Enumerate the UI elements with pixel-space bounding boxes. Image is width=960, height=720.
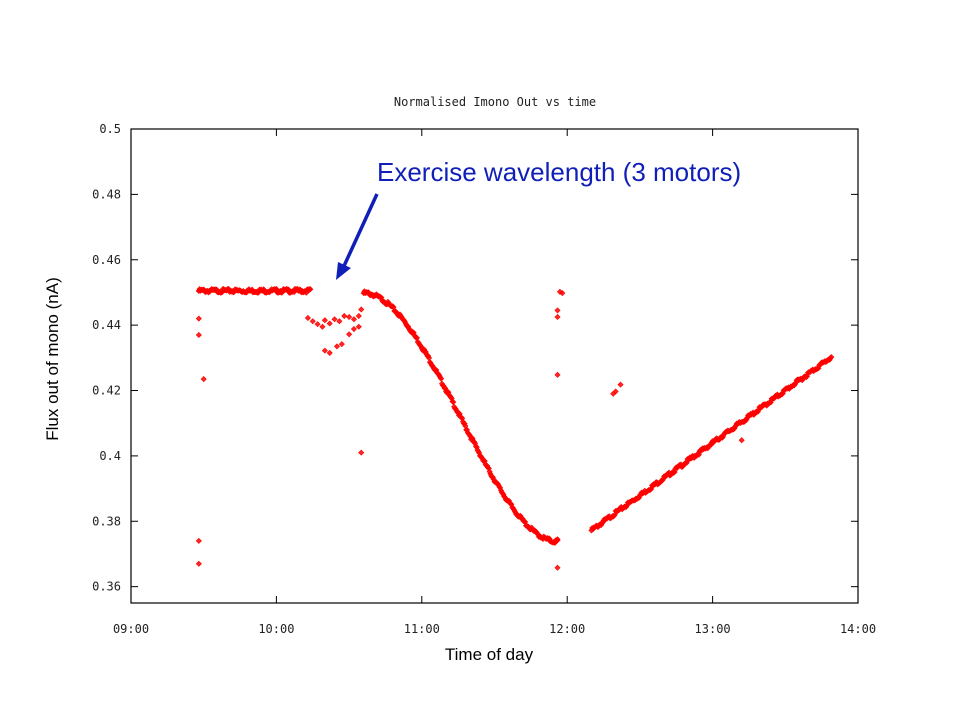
- data-point: [554, 536, 561, 543]
- data-point: [695, 451, 702, 458]
- y-tick-label: 0.38: [92, 514, 121, 528]
- annotation-arrow-shaft: [342, 193, 379, 267]
- data-point: [326, 320, 333, 327]
- data-point: [341, 312, 348, 320]
- y-tick-label: 0.46: [92, 253, 121, 267]
- annotation-text: Exercise wavelength (3 motors): [377, 157, 741, 187]
- chart-title: Normalised Imono Out vs time: [394, 95, 596, 109]
- x-tick-label: 14:00: [840, 622, 876, 636]
- data-point: [355, 323, 362, 330]
- data-point: [307, 286, 314, 293]
- x-tick-label: 13:00: [695, 622, 731, 636]
- data-point: [195, 331, 202, 338]
- x-axis-label: Time of day: [445, 645, 534, 664]
- axis-ticks: 09:00 10:00 11:00 12:00 13:00 14:00 0.5 0.48 0.4…: [92, 122, 876, 636]
- data-point: [438, 375, 445, 382]
- y-tick-label: 0.4: [99, 449, 121, 463]
- data-point: [358, 449, 365, 456]
- x-tick-label: 12:00: [549, 622, 585, 636]
- y-tick-label: 0.48: [92, 187, 121, 201]
- x-tick-label: 10:00: [258, 622, 294, 636]
- data-point: [804, 373, 811, 380]
- data-point: [554, 371, 561, 378]
- data-point: [554, 307, 561, 314]
- data-point: [314, 321, 321, 328]
- data-point: [554, 313, 561, 320]
- data-point: [355, 312, 362, 320]
- y-tick-label: 0.5: [99, 122, 121, 136]
- data-point: [326, 349, 333, 356]
- data-point: [309, 318, 316, 325]
- data-point: [336, 318, 343, 325]
- data-point: [333, 343, 341, 350]
- data-point: [559, 290, 566, 297]
- y-tick-label: 0.42: [92, 384, 121, 398]
- data-point: [554, 564, 561, 571]
- data-point: [331, 316, 338, 323]
- data-point: [195, 560, 202, 567]
- data-point: [195, 537, 202, 544]
- x-tick-label: 11:00: [404, 622, 440, 636]
- y-tick-label: 0.44: [92, 318, 121, 332]
- data-point: [321, 347, 328, 354]
- data-point: [338, 341, 345, 348]
- data-point: [200, 376, 207, 383]
- data-point: [828, 354, 835, 361]
- y-axis-label: Flux out of mono (nA): [43, 277, 62, 440]
- annotation-arrow-head: [336, 262, 351, 280]
- data-point: [195, 315, 202, 322]
- data-point: [195, 287, 202, 294]
- plot-frame: [130, 128, 859, 604]
- data-points: [195, 285, 835, 571]
- data-point: [350, 316, 357, 323]
- data-point: [304, 314, 311, 321]
- data-point: [346, 313, 353, 320]
- data-point: [612, 388, 619, 395]
- x-tick-label: 09:00: [113, 622, 149, 636]
- y-tick-label: 0.36: [92, 580, 121, 594]
- data-point: [358, 306, 365, 313]
- data-point: [346, 331, 353, 338]
- data-point: [319, 323, 326, 330]
- data-point: [738, 437, 745, 444]
- data-point: [321, 317, 328, 324]
- data-point: [350, 326, 357, 333]
- data-point: [617, 381, 624, 388]
